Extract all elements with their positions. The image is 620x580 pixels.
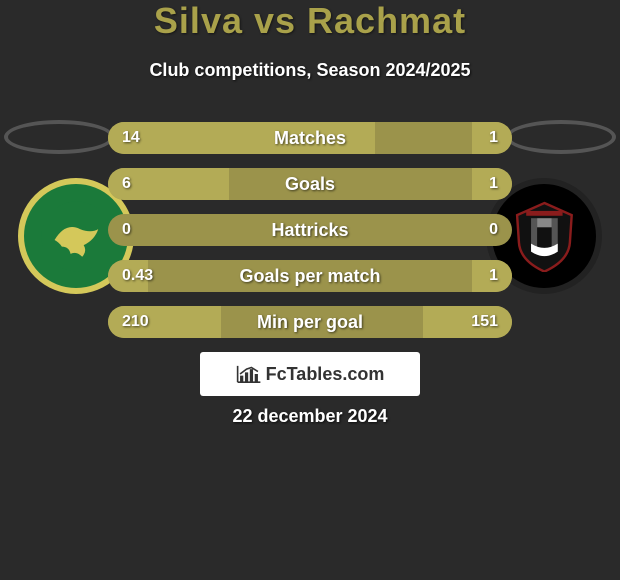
stat-row: Goals6 1	[108, 168, 512, 200]
stat-right-value: 151	[471, 306, 498, 338]
stat-label: Hattricks	[108, 214, 512, 246]
persebaya-crest-icon	[40, 200, 113, 273]
bali-united-crest-icon	[508, 200, 581, 273]
comparison-card: Silva vs Rachmat Club competitions, Seas…	[0, 0, 620, 580]
stat-right-value: 1	[489, 260, 498, 292]
snapshot-date: 22 december 2024	[0, 406, 620, 427]
page-title: Silva vs Rachmat	[0, 0, 620, 42]
brand-text: FcTables.com	[266, 364, 385, 385]
stat-row: Hattricks0 0	[108, 214, 512, 246]
stat-label: Goals	[108, 168, 512, 200]
stat-left-value: 14	[122, 122, 140, 154]
stat-bars: Matches141Goals61Hattricks00Goals per ma…	[108, 122, 512, 352]
brand-badge: FcTables.com	[200, 352, 420, 396]
stat-right-value: 1	[489, 122, 498, 154]
page-subtitle: Club competitions, Season 2024/2025	[0, 60, 620, 81]
stat-row: Matches14 1	[108, 122, 512, 154]
stat-right-value: 0	[489, 214, 498, 246]
stat-left-value: 0.43	[122, 260, 153, 292]
stat-left-value: 210	[122, 306, 149, 338]
player-right-ellipse	[506, 120, 616, 154]
chart-icon	[236, 364, 262, 384]
stat-label: Matches	[108, 122, 512, 154]
stat-label: Goals per match	[108, 260, 512, 292]
stat-left-value: 0	[122, 214, 131, 246]
stat-label: Min per goal	[108, 306, 512, 338]
stat-right-value: 1	[489, 168, 498, 200]
stat-left-value: 6	[122, 168, 131, 200]
stat-row: Min per goal210 151	[108, 306, 512, 338]
stat-row: Goals per match0.43 1	[108, 260, 512, 292]
player-left-ellipse	[4, 120, 114, 154]
